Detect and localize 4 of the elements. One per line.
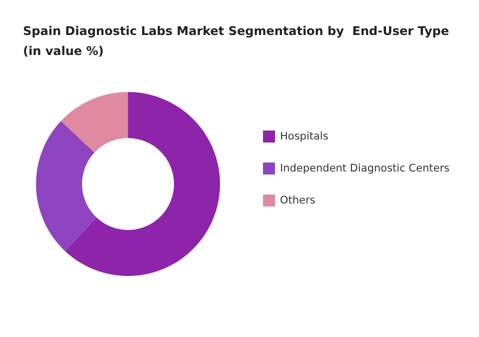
legend-label: Hospitals bbox=[280, 130, 328, 142]
legend-label: Others bbox=[280, 194, 316, 206]
chart-title: Spain Diagnostic Labs Market Segmentation by End-User Type (in value %) bbox=[23, 24, 454, 58]
legend-label: Independent Diagnostic Centers bbox=[280, 162, 450, 174]
